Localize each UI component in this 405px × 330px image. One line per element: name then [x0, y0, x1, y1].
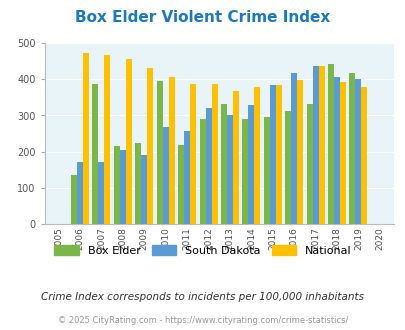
Bar [83, 53, 89, 224]
Bar [190, 83, 196, 224]
Bar [242, 119, 248, 224]
Bar [318, 67, 324, 224]
Bar [98, 162, 104, 224]
Bar [248, 105, 254, 224]
Bar [296, 80, 303, 224]
Bar [141, 155, 147, 224]
Bar [77, 162, 83, 224]
Bar [162, 127, 168, 224]
Bar [119, 150, 126, 224]
Text: © 2025 CityRating.com - https://www.cityrating.com/crime-statistics/: © 2025 CityRating.com - https://www.city… [58, 316, 347, 325]
Bar [199, 119, 205, 224]
Bar [275, 85, 281, 224]
Bar [226, 115, 232, 224]
Bar [355, 79, 360, 224]
Bar [232, 91, 239, 224]
Bar [113, 147, 119, 224]
Bar [71, 176, 77, 224]
Bar [312, 67, 318, 224]
Bar [104, 55, 110, 224]
Bar [263, 117, 269, 224]
Bar [269, 84, 275, 224]
Bar [135, 143, 141, 224]
Bar [306, 104, 312, 224]
Bar [290, 73, 296, 224]
Bar [205, 108, 211, 224]
Text: Box Elder Violent Crime Index: Box Elder Violent Crime Index [75, 10, 330, 25]
Bar [156, 81, 162, 224]
Legend: Box Elder, South Dakota, National: Box Elder, South Dakota, National [50, 241, 355, 260]
Bar [360, 87, 367, 224]
Bar [211, 84, 217, 224]
Bar [285, 111, 290, 224]
Bar [327, 64, 333, 224]
Bar [168, 77, 174, 224]
Bar [349, 73, 355, 224]
Bar [254, 87, 260, 224]
Bar [178, 145, 183, 224]
Bar [333, 77, 339, 224]
Text: Crime Index corresponds to incidents per 100,000 inhabitants: Crime Index corresponds to incidents per… [41, 292, 364, 302]
Bar [147, 68, 153, 224]
Bar [220, 104, 226, 224]
Bar [183, 131, 190, 224]
Bar [126, 59, 132, 224]
Bar [339, 82, 345, 224]
Bar [92, 83, 98, 224]
